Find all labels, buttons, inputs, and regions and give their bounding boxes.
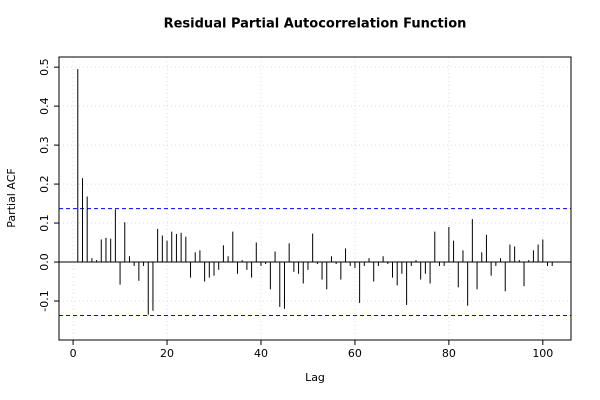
- x-tick-label: 100: [532, 347, 553, 360]
- y-axis-label: Partial ACF: [5, 168, 18, 227]
- y-tick-label: 0.5: [38, 58, 51, 76]
- x-tick-label: 0: [70, 347, 77, 360]
- y-tick-label: 0.3: [38, 136, 51, 154]
- x-tick-label: 20: [160, 347, 174, 360]
- y-tick-label: 0.1: [38, 214, 51, 232]
- y-tick-label: 0.4: [38, 97, 51, 115]
- y-tick-label: -0.1: [38, 290, 51, 311]
- y-tick-label: 0.0: [38, 253, 51, 271]
- x-axis-label: Lag: [305, 371, 325, 384]
- x-tick-label: 80: [442, 347, 456, 360]
- x-tick-label: 60: [348, 347, 362, 360]
- chart-title: Residual Partial Autocorrelation Functio…: [164, 17, 467, 32]
- x-tick-label: 40: [254, 347, 268, 360]
- plot-frame: [58, 56, 572, 341]
- y-tick-label: 0.2: [38, 175, 51, 193]
